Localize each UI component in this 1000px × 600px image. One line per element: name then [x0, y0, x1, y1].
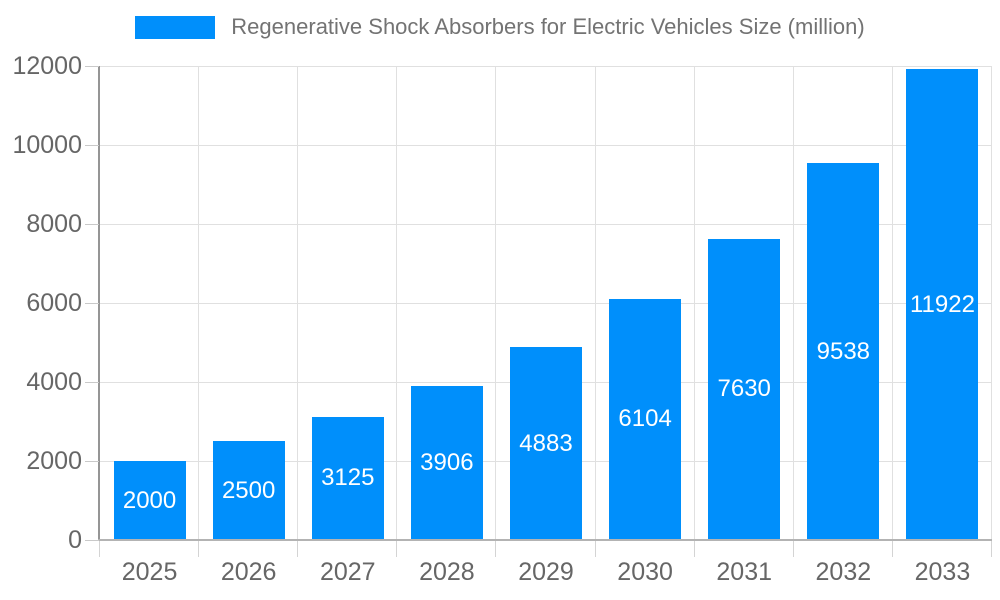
- gridline-horizontal: [100, 224, 992, 225]
- bar-2028[interactable]: 3906: [410, 385, 483, 540]
- y-axis-tick: [85, 145, 99, 146]
- x-axis-line: [98, 539, 992, 541]
- y-axis-tick: [85, 66, 99, 67]
- gridline-vertical: [396, 66, 398, 540]
- gridline-vertical: [297, 66, 299, 540]
- y-axis-tick-label: 8000: [26, 210, 82, 238]
- y-axis-tick-label: 6000: [26, 289, 82, 317]
- bar-2030[interactable]: 6104: [609, 298, 682, 540]
- plot-area: 2000 2500 3125 3906 4883 6104 7630 9538 11922: [100, 66, 992, 540]
- y-axis-line: [98, 66, 100, 540]
- bar-value-label: 6104: [618, 405, 672, 433]
- x-axis-tick-label: 2025: [121, 558, 178, 586]
- legend[interactable]: Regenerative Shock Absorbers for Electri…: [0, 14, 1000, 40]
- gridline-horizontal: [100, 145, 992, 146]
- bar-2031[interactable]: 7630: [708, 238, 781, 540]
- x-axis-tick-label: 2033: [914, 558, 971, 586]
- x-axis-tick: [891, 541, 893, 557]
- bar-value-label: 3125: [321, 464, 375, 492]
- x-axis-tick: [693, 541, 695, 557]
- y-axis-tick: [85, 461, 99, 462]
- x-axis-tick: [198, 541, 200, 557]
- gridline-vertical: [594, 66, 596, 540]
- gridline-vertical: [495, 66, 497, 540]
- x-axis-tick-label: 2027: [319, 558, 376, 586]
- x-axis-tick-label: 2029: [518, 558, 574, 586]
- y-axis-tick: [85, 303, 99, 304]
- legend-label: Regenerative Shock Absorbers for Electri…: [231, 14, 865, 39]
- x-axis-tick-label: 2026: [220, 558, 277, 586]
- x-axis-tick: [99, 541, 100, 557]
- x-axis-tick: [297, 541, 299, 557]
- bar-value-label: 4883: [519, 429, 573, 457]
- bar-2026[interactable]: 2500: [212, 441, 285, 540]
- gridline-horizontal: [100, 303, 992, 304]
- x-axis-tick: [792, 541, 794, 557]
- gridline-horizontal: [100, 66, 992, 67]
- bar-value-label: 11922: [909, 290, 975, 318]
- bar-value-label: 2500: [221, 476, 276, 504]
- bar-value-label: 9538: [816, 337, 871, 365]
- x-axis-tick-label: 2031: [716, 558, 773, 586]
- y-axis-tick-label: 12000: [12, 52, 82, 80]
- bar-2027[interactable]: 3125: [311, 416, 384, 540]
- x-axis-tick: [594, 541, 596, 557]
- gridline-vertical: [198, 66, 200, 540]
- bar-2032[interactable]: 9538: [807, 163, 880, 540]
- bar-value-label: 2000: [122, 486, 177, 514]
- x-axis-tick-label: 2030: [617, 558, 673, 586]
- x-axis-tick-label: 2032: [815, 558, 872, 586]
- x-axis-tick: [991, 541, 992, 557]
- gridline-vertical: [991, 66, 992, 540]
- legend-swatch-icon: [135, 15, 216, 39]
- y-axis-tick-label: 10000: [12, 131, 82, 159]
- y-axis-tick: [85, 540, 99, 541]
- gridline-vertical: [792, 66, 794, 540]
- y-axis-tick-label: 0: [68, 526, 82, 554]
- x-axis-tick: [495, 541, 497, 557]
- y-axis-tick: [85, 382, 99, 383]
- bar-2025[interactable]: 2000: [113, 461, 186, 540]
- bar-2029[interactable]: 4883: [510, 347, 582, 540]
- bar-value-label: 7630: [717, 375, 771, 403]
- bar-2033[interactable]: 11922: [906, 69, 979, 540]
- y-axis-tick-label: 4000: [26, 368, 82, 396]
- x-axis-tick-label: 2028: [419, 558, 475, 586]
- x-axis-tick: [396, 541, 398, 557]
- y-axis-tick: [85, 224, 99, 225]
- gridline-vertical: [891, 66, 893, 540]
- y-axis-tick-label: 2000: [26, 447, 82, 475]
- gridline-vertical: [693, 66, 695, 540]
- bar-value-label: 3906: [420, 448, 474, 476]
